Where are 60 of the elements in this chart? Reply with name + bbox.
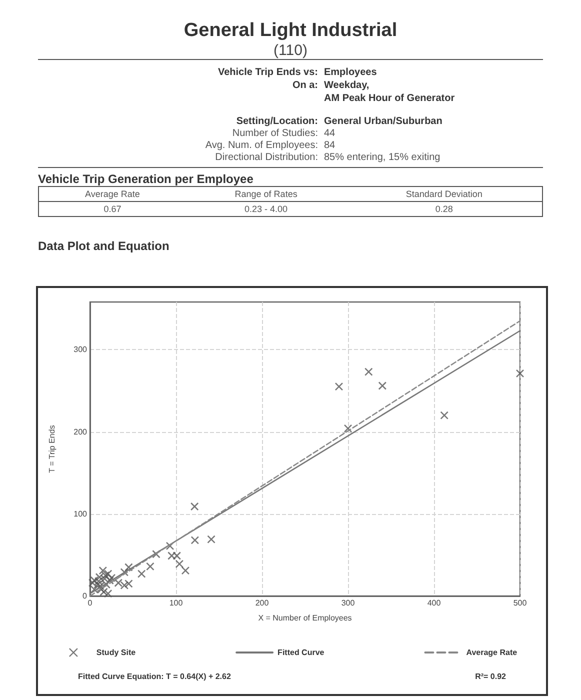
point xyxy=(190,536,200,544)
text: Data Plot and Equation xyxy=(38,239,170,253)
y-axis-title: T = Trip Ends xyxy=(48,425,56,473)
point xyxy=(120,581,129,590)
text: Setting/Location: xyxy=(235,115,319,128)
legend-label: Fitted Curve xyxy=(278,648,325,657)
point xyxy=(516,369,524,378)
chart-title: General Light Industrial xyxy=(182,20,398,42)
point xyxy=(124,580,133,588)
point xyxy=(364,368,373,376)
y-tick-label: 0 xyxy=(82,592,88,600)
text: Number of Studies: xyxy=(231,128,319,140)
text: R²= 0.92 xyxy=(475,672,506,681)
y-tick-label: 200 xyxy=(74,427,88,436)
x-tick-label: 500 xyxy=(513,598,528,608)
text: 0.23 - 4.00 xyxy=(244,203,289,216)
point xyxy=(181,566,190,575)
point xyxy=(168,552,176,560)
legend-label: Study Site xyxy=(96,648,136,657)
point xyxy=(334,382,344,391)
point xyxy=(114,578,123,588)
point xyxy=(207,535,216,544)
text: 44 xyxy=(324,128,336,140)
point xyxy=(152,550,160,558)
text: On a: xyxy=(291,79,319,92)
text: 0.67 xyxy=(102,203,122,216)
point xyxy=(124,563,133,572)
text: Directional Distribution: xyxy=(214,152,319,164)
point xyxy=(190,502,199,511)
x-axis-title: X = Number of Employees xyxy=(258,614,352,622)
text: Vehicle Trip Generation per Employee xyxy=(38,172,254,186)
point xyxy=(378,382,387,390)
text: General Urban/Suburban xyxy=(324,115,442,128)
text: 85% entering, 15% exiting xyxy=(324,152,440,164)
legend-label: Average Rate xyxy=(466,648,518,657)
text: Range of Rates xyxy=(234,188,298,201)
point xyxy=(137,570,146,578)
chart-subtitle: (110) xyxy=(272,42,308,59)
point xyxy=(107,574,116,582)
point xyxy=(344,424,352,433)
text: Average Rate xyxy=(84,188,141,201)
point xyxy=(166,542,174,550)
x-tick-label: 400 xyxy=(427,598,442,608)
text: AM Peak Hour of Generator xyxy=(324,92,455,105)
x-tick-label: 300 xyxy=(341,598,356,608)
text: Weekday, xyxy=(324,79,370,92)
y-tick-label: 300 xyxy=(74,345,88,354)
point xyxy=(146,562,154,571)
text: Standard Deviation xyxy=(404,188,484,201)
text: 0.28 xyxy=(434,203,454,216)
text: 84 xyxy=(324,140,336,152)
point xyxy=(120,568,129,576)
x-tick-label: 200 xyxy=(255,598,270,608)
text: Employees xyxy=(324,66,377,79)
point xyxy=(440,411,448,420)
text: Vehicle Trip Ends vs: xyxy=(216,66,319,79)
y-tick-label: 100 xyxy=(74,509,88,518)
text: Fitted Curve Equation: T = 0.64(X) + 2.62 xyxy=(78,672,231,681)
x-tick-label: 100 xyxy=(169,598,184,608)
text: Avg. Num. of Employees: xyxy=(204,140,319,152)
